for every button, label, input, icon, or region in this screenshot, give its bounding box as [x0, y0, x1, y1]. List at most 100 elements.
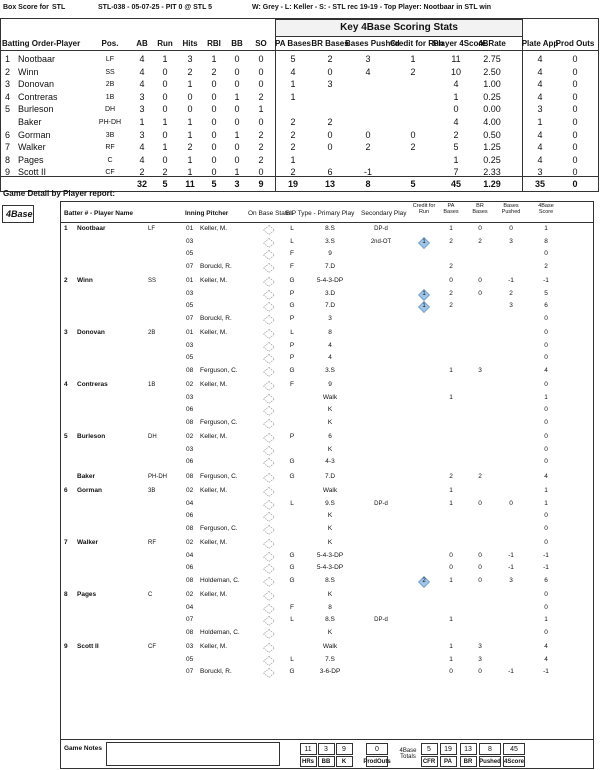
total-box [366, 743, 388, 755]
bip-type: F [290, 603, 294, 611]
4base-score: 0 [544, 445, 548, 453]
column-header: BB [231, 39, 243, 48]
total-box [299, 743, 317, 755]
player-name: Winn [18, 66, 39, 77]
stat-cell: 4 [537, 54, 543, 64]
stat-cell: 1.00 [483, 79, 501, 90]
inning: 03 [186, 289, 194, 297]
base-diamond [263, 237, 275, 248]
bip-type: P [289, 354, 295, 361]
pa-bases: 2 [449, 289, 453, 297]
pa-bases: 1 [449, 487, 453, 494]
br-bases: 0 [478, 576, 482, 584]
stat-cell: 0 [572, 142, 578, 153]
batter-name: Winn [77, 277, 93, 284]
credit-for-run: 1 [422, 238, 426, 245]
batter-position: C [148, 592, 153, 598]
stat-cell: 4 [537, 91, 543, 102]
4base-score: 0 [544, 381, 548, 388]
stat-cell: 0 [572, 167, 578, 178]
inning: 04 [186, 603, 194, 611]
base-diamond [263, 655, 275, 666]
inning: 05 [186, 655, 194, 663]
inning: 07 [186, 262, 194, 270]
base-diamond [263, 262, 275, 273]
base-diamond [263, 302, 275, 312]
notes-box [106, 742, 280, 766]
inning: 01 [186, 225, 194, 232]
primary-play: 9 [328, 381, 332, 388]
total-cell: 5 [410, 179, 416, 189]
total-cell: 13 [324, 179, 335, 189]
4base-score: 8 [544, 237, 548, 245]
stat-cell: 0 [453, 104, 459, 115]
footer-label: 4Score [503, 758, 524, 765]
br-bases: 3 [478, 655, 482, 663]
stat-cell: 1 [290, 79, 296, 90]
base-diamond [263, 314, 275, 325]
batter-name: Scott II [77, 643, 99, 650]
footer-total: 13 [464, 746, 472, 753]
stat-cell: 1 [290, 154, 296, 165]
base-diamond [263, 225, 275, 235]
footer-total: 9 [342, 746, 346, 753]
total-cell: 19 [287, 179, 298, 189]
footer-total: 5 [427, 746, 431, 753]
primary-play: K [327, 418, 333, 426]
batter-number: 9 [64, 643, 68, 650]
stat-cell: 4 [453, 79, 459, 90]
4base-score: 0 [544, 591, 548, 598]
label-box [335, 756, 353, 767]
br-bases: 0 [478, 499, 482, 507]
4base-score: 4 [544, 643, 548, 650]
pa-bases: 2 [449, 472, 453, 480]
bases-pushed: 3 [509, 302, 513, 309]
stat-cell: 4 [290, 66, 296, 77]
br-bases: 0 [478, 289, 482, 297]
4base-score: 0 [544, 418, 548, 426]
stat-cell: 4 [453, 117, 459, 127]
detail-header: BR Bases [472, 203, 488, 215]
bip-type: P [289, 289, 295, 297]
column-header: Pos. [101, 39, 119, 48]
stat-cell: 3 [327, 79, 333, 90]
bip-type: P [289, 433, 295, 440]
stat-cell: 0 [365, 129, 371, 140]
stat-cell: 0 [234, 66, 240, 77]
footer-label: BB [321, 758, 331, 765]
pitcher: Keller, M. [200, 277, 228, 284]
player-name: Contreras [18, 91, 58, 102]
primary-play: K [327, 628, 333, 636]
bases-pushed: 3 [509, 576, 513, 584]
pitcher: Boruckl, R. [200, 668, 232, 675]
detail-header: PA Bases [443, 203, 459, 215]
4base-score: 0 [544, 458, 548, 465]
stat-cell: 0 [211, 154, 217, 165]
stat-cell: 0 [234, 117, 240, 127]
column-header: Bases Pushed [345, 39, 400, 48]
stat-cell: 2 [258, 91, 264, 102]
batting-order: 9 [5, 167, 11, 178]
player-name: Donovan [18, 79, 55, 90]
bip-type: G [289, 564, 295, 571]
credit-for-run: 1 [422, 290, 426, 297]
stat-cell: 2 [327, 54, 333, 64]
stat-cell: 1 [234, 129, 240, 140]
batter-name: Nootbaar [77, 225, 106, 232]
inning: 08 [186, 576, 194, 584]
bip-type: G [289, 668, 295, 675]
stat-cell: 0 [327, 142, 333, 153]
br-bases: 0 [478, 225, 482, 232]
stat-cell: 2 [258, 154, 264, 165]
stat-cell: 1 [187, 167, 193, 178]
4base-score: 4 [544, 366, 548, 374]
base-diamond [263, 329, 275, 339]
player-name: Nootbaar [18, 54, 56, 64]
primary-play: Walk [322, 393, 338, 401]
4base-score: 1 [544, 225, 548, 232]
batter-number: 4 [64, 381, 68, 388]
pitcher: Ferguson, C. [200, 524, 238, 532]
stat-cell: 4.00 [483, 117, 501, 127]
pa-bases: 0 [449, 564, 453, 571]
batter-number: 8 [64, 591, 68, 598]
